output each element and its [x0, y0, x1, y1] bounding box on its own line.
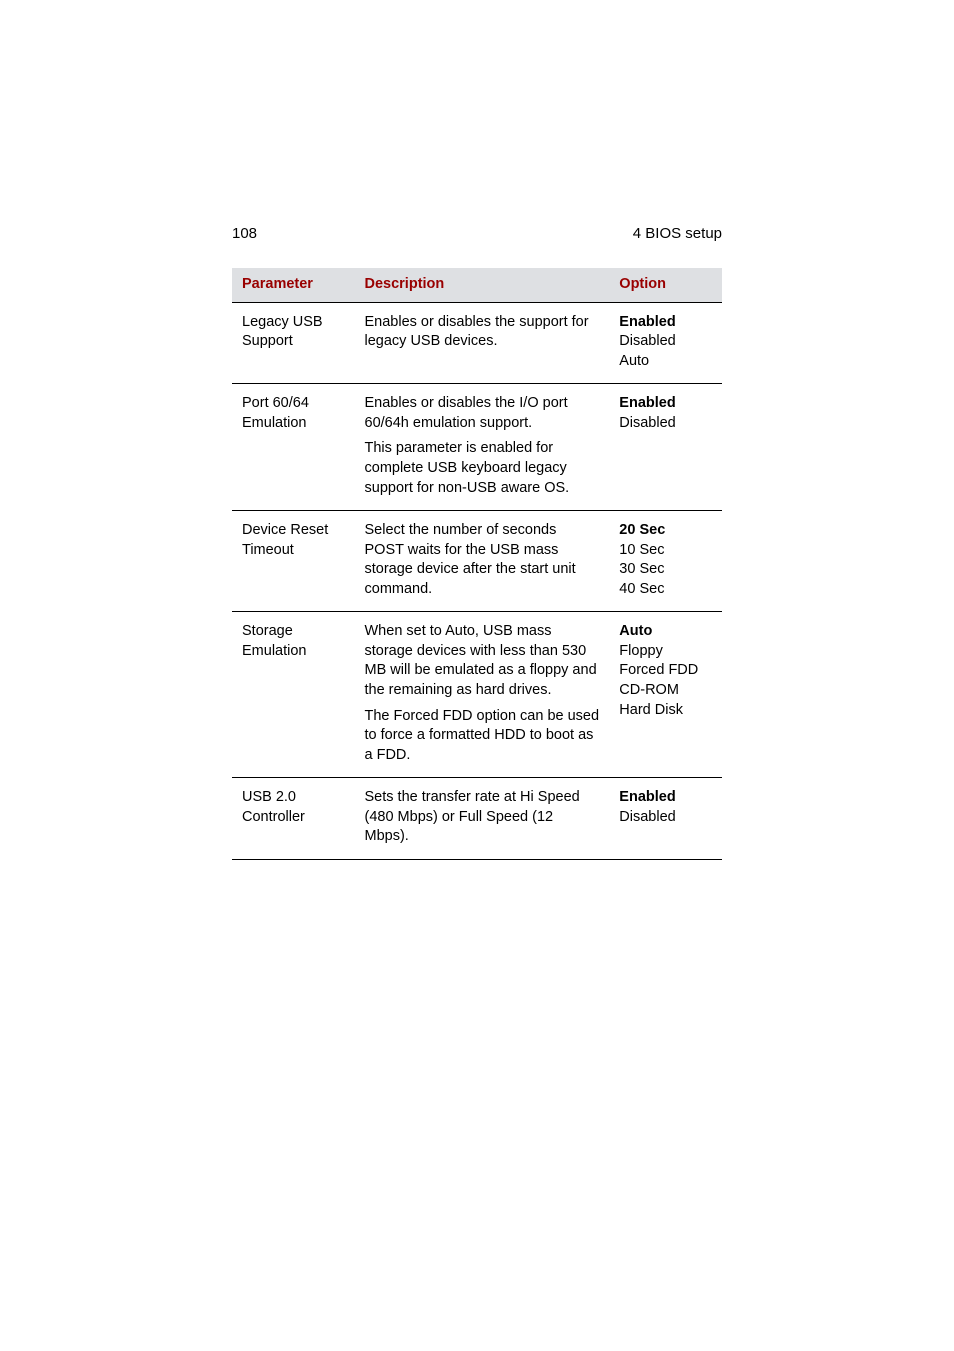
- table-header-row: Parameter Description Option: [232, 268, 722, 302]
- parameter-text: Support: [242, 332, 345, 352]
- description-text: When set to Auto, USB mass storage devic…: [365, 622, 600, 700]
- column-header-description: Description: [355, 268, 610, 302]
- table-row: Legacy USB Support Enables or disables t…: [232, 302, 722, 384]
- description-cell: Select the number of seconds POST waits …: [355, 511, 610, 612]
- option-cell: Enabled Disabled: [609, 384, 722, 511]
- parameter-text: Controller: [242, 808, 345, 828]
- option-cell: Enabled Disabled: [609, 778, 722, 860]
- parameter-text: USB 2.0: [242, 788, 345, 808]
- description-cell: Enables or disables the support for lega…: [355, 302, 610, 384]
- table-row: Device Reset Timeout Select the number o…: [232, 511, 722, 612]
- option-value: Disabled: [619, 414, 712, 434]
- option-cell: Auto Floppy Forced FDD CD-ROM Hard Disk: [609, 612, 722, 778]
- parameter-text: Legacy USB: [242, 313, 345, 333]
- option-value: Hard Disk: [619, 701, 712, 721]
- parameter-cell: Storage Emulation: [232, 612, 355, 778]
- option-default: Enabled: [619, 788, 712, 808]
- option-value: 30 Sec: [619, 560, 712, 580]
- column-header-option: Option: [609, 268, 722, 302]
- bios-parameters-table: Parameter Description Option Legacy USB …: [232, 268, 722, 860]
- option-cell: Enabled Disabled Auto: [609, 302, 722, 384]
- column-header-parameter: Parameter: [232, 268, 355, 302]
- parameter-text: Port 60/64: [242, 394, 345, 414]
- table-row: Storage Emulation When set to Auto, USB …: [232, 612, 722, 778]
- description-text: Select the number of seconds POST waits …: [365, 521, 600, 599]
- description-text: The Forced FDD option can be used to for…: [365, 707, 600, 766]
- parameter-text: Device Reset: [242, 521, 345, 541]
- table-row: USB 2.0 Controller Sets the transfer rat…: [232, 778, 722, 860]
- option-value: Auto: [619, 352, 712, 372]
- page-content: 108 4 BIOS setup Parameter Description O…: [0, 0, 954, 1351]
- description-cell: Sets the transfer rate at Hi Speed (480 …: [355, 778, 610, 860]
- option-value: Disabled: [619, 332, 712, 352]
- option-default: 20 Sec: [619, 521, 712, 541]
- option-default: Enabled: [619, 313, 712, 333]
- parameter-text: Timeout: [242, 541, 345, 561]
- table-row: Port 60/64 Emulation Enables or disables…: [232, 384, 722, 511]
- description-text: Enables or disables the I/O port 60/64h …: [365, 394, 600, 433]
- description-text: Sets the transfer rate at Hi Speed (480 …: [365, 788, 600, 847]
- parameter-cell: Port 60/64 Emulation: [232, 384, 355, 511]
- description-cell: Enables or disables the I/O port 60/64h …: [355, 384, 610, 511]
- description-text: Enables or disables the support for lega…: [365, 313, 600, 352]
- page-header: 108 4 BIOS setup: [232, 225, 722, 242]
- parameter-text: Storage: [242, 622, 345, 642]
- option-value: 10 Sec: [619, 541, 712, 561]
- option-default: Auto: [619, 622, 712, 642]
- section-title: 4 BIOS setup: [633, 225, 722, 242]
- description-cell: When set to Auto, USB mass storage devic…: [355, 612, 610, 778]
- option-cell: 20 Sec 10 Sec 30 Sec 40 Sec: [609, 511, 722, 612]
- parameter-cell: Legacy USB Support: [232, 302, 355, 384]
- option-value: Forced FDD: [619, 661, 712, 681]
- option-value: 40 Sec: [619, 580, 712, 600]
- option-default: Enabled: [619, 394, 712, 414]
- parameter-text: Emulation: [242, 414, 345, 434]
- description-text: This parameter is enabled for complete U…: [365, 439, 600, 498]
- option-value: Disabled: [619, 808, 712, 828]
- parameter-cell: Device Reset Timeout: [232, 511, 355, 612]
- option-value: CD-ROM: [619, 681, 712, 701]
- page-number: 108: [232, 225, 257, 242]
- parameter-text: Emulation: [242, 642, 345, 662]
- parameter-cell: USB 2.0 Controller: [232, 778, 355, 860]
- option-value: Floppy: [619, 642, 712, 662]
